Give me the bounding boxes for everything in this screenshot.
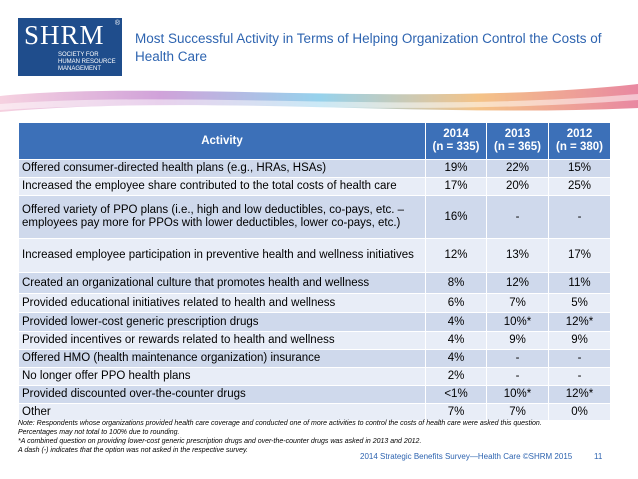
cell-value: - bbox=[486, 349, 549, 368]
logo-tagline: SOCIETY FOR HUMAN RESOURCE MANAGEMENT bbox=[58, 52, 116, 72]
table-row: Provided discounted over-the-counter dru… bbox=[18, 385, 611, 404]
cell-value: 13% bbox=[486, 238, 549, 273]
cell-value: 17% bbox=[425, 177, 487, 196]
cell-activity: Provided educational initiatives related… bbox=[18, 293, 426, 313]
logo-mark: SHRM bbox=[24, 20, 105, 50]
cell-value: 7% bbox=[425, 403, 487, 421]
cell-value: 11% bbox=[548, 272, 611, 294]
cell-value: 7% bbox=[486, 293, 549, 313]
cell-value: 4% bbox=[425, 349, 487, 368]
logo: SHRM ® SOCIETY FOR HUMAN RESOURCE MANAGE… bbox=[18, 18, 122, 76]
column-header: 2012 (n = 380) bbox=[548, 122, 611, 160]
cell-value: 17% bbox=[548, 238, 611, 273]
note: Note: Respondents whose organizations pr… bbox=[18, 420, 542, 436]
cell-value: <1% bbox=[425, 385, 487, 404]
table-row: Provided lower-cost generic prescription… bbox=[18, 312, 611, 332]
column-label: 2013 bbox=[504, 128, 531, 140]
column-label: Activity bbox=[201, 134, 243, 147]
cell-value: 16% bbox=[425, 195, 487, 239]
cell-value: 20% bbox=[486, 177, 549, 196]
column-header: 2014 (n = 335) bbox=[425, 122, 487, 160]
cell-value: 9% bbox=[548, 331, 611, 350]
results-table: Activity 2014 (n = 335) 2013 (n = 365) 2012 (n… bbox=[18, 122, 611, 421]
slide-title: Most Successful Activity in Terms of Hel… bbox=[135, 31, 602, 64]
cell-value: 25% bbox=[548, 177, 611, 196]
cell-value: 10%* bbox=[486, 385, 549, 404]
cell-value: 4% bbox=[425, 312, 487, 332]
cell-activity: Increased the employee share contributed… bbox=[18, 177, 426, 196]
column-label: 2014 bbox=[443, 128, 469, 140]
cell-activity: Provided incentives or rewards related t… bbox=[18, 331, 426, 350]
cell-activity: Created an organizational culture that p… bbox=[18, 272, 426, 294]
cell-activity: Offered variety of PPO plans (i.e., high… bbox=[18, 195, 426, 239]
table-row: Offered HMO (health maintenance organiza… bbox=[18, 349, 611, 368]
cell-value: 10%* bbox=[486, 312, 549, 332]
table-row: Other 7% 7% 0% bbox=[18, 403, 611, 421]
table-row: Increased the employee share contributed… bbox=[18, 177, 611, 196]
cell-value: 2% bbox=[425, 367, 487, 386]
decorative-swoosh bbox=[0, 84, 638, 112]
cell-activity: Provided discounted over-the-counter dru… bbox=[18, 385, 426, 404]
cell-value: 9% bbox=[486, 331, 549, 350]
cell-value: 12% bbox=[425, 238, 487, 273]
column-header: 2013 (n = 365) bbox=[486, 122, 549, 160]
cell-value: 12%* bbox=[548, 385, 611, 404]
cell-value: 15% bbox=[548, 159, 611, 178]
cell-value: - bbox=[486, 195, 549, 239]
cell-value: 6% bbox=[425, 293, 487, 313]
page-number: 11 bbox=[594, 452, 603, 461]
table-row: Created an organizational culture that p… bbox=[18, 272, 611, 294]
cell-value: - bbox=[548, 349, 611, 368]
table-row: Offered consumer-directed health plans (… bbox=[18, 159, 611, 178]
footer-source: 2014 Strategic Benefits Survey—Health Ca… bbox=[360, 452, 573, 461]
cell-activity: Offered HMO (health maintenance organiza… bbox=[18, 349, 426, 368]
column-sample: (n = 365) bbox=[494, 141, 541, 153]
table-row: No longer offer PPO health plans 2% - - bbox=[18, 367, 611, 386]
cell-value: 5% bbox=[548, 293, 611, 313]
cell-value: - bbox=[548, 195, 611, 239]
cell-activity: Increased employee participation in prev… bbox=[18, 238, 426, 273]
table-row: Increased employee participation in prev… bbox=[18, 238, 611, 273]
cell-value: 12%* bbox=[548, 312, 611, 332]
cell-activity: No longer offer PPO health plans bbox=[18, 367, 426, 386]
table-row: Provided educational initiatives related… bbox=[18, 293, 611, 313]
column-sample: (n = 380) bbox=[556, 141, 603, 153]
column-sample: (n = 335) bbox=[432, 141, 480, 153]
table-row: Offered variety of PPO plans (i.e., high… bbox=[18, 195, 611, 239]
column-header: Activity bbox=[18, 122, 426, 160]
table-row: Provided incentives or rewards related t… bbox=[18, 331, 611, 350]
cell-value: 8% bbox=[425, 272, 487, 294]
note: *A combined question on providing lower-… bbox=[18, 438, 422, 445]
note: A dash (-) indicates that the option was… bbox=[18, 447, 248, 454]
cell-activity: Offered consumer-directed health plans (… bbox=[18, 159, 426, 178]
cell-value: 12% bbox=[486, 272, 549, 294]
logo-registered: ® bbox=[114, 20, 120, 27]
cell-value: 0% bbox=[548, 403, 611, 421]
cell-value: 19% bbox=[425, 159, 487, 178]
column-label: 2012 bbox=[566, 128, 593, 140]
cell-activity: Provided lower-cost generic prescription… bbox=[18, 312, 426, 332]
table-body: Offered consumer-directed health plans (… bbox=[18, 159, 611, 421]
cell-value: 22% bbox=[486, 159, 549, 178]
cell-value: - bbox=[548, 367, 611, 386]
cell-value: 7% bbox=[486, 403, 549, 421]
cell-value: 4% bbox=[425, 331, 487, 350]
notes: Note: Respondents whose organizations pr… bbox=[18, 419, 578, 455]
header-row: Activity 2014 (n = 335) 2013 (n = 365) 2012 (n… bbox=[18, 122, 611, 160]
cell-activity: Other bbox=[18, 403, 426, 421]
cell-value: - bbox=[486, 367, 549, 386]
